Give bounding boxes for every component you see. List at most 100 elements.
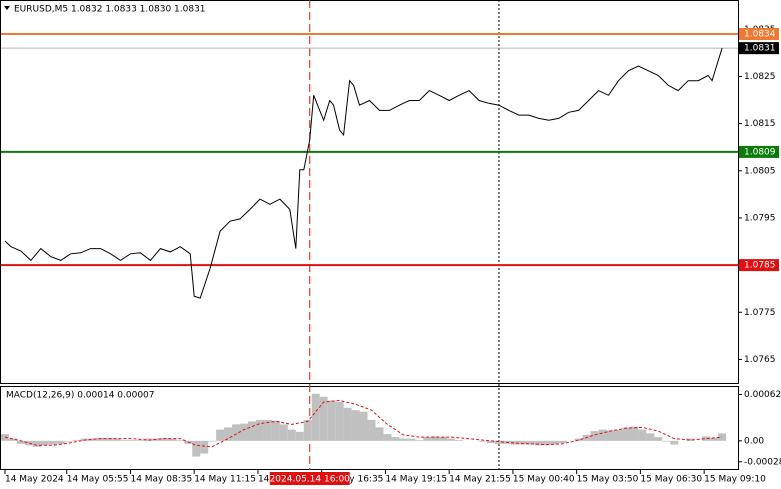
histogram-bar	[255, 419, 264, 441]
level-tag	[739, 28, 779, 41]
level-tag	[739, 145, 779, 158]
x-tick-label: 15 May 06:30	[640, 475, 702, 485]
histogram-bar	[510, 440, 519, 445]
x-tick-label: 14 May 21:55	[449, 475, 511, 485]
histogram-bar	[240, 423, 249, 441]
price-line	[4, 48, 723, 299]
histogram-bar	[550, 440, 559, 445]
histogram-bar	[200, 440, 209, 454]
x-tick-label: 14 May 11:15	[194, 475, 256, 485]
histogram-bar	[32, 440, 41, 447]
histogram-bar	[702, 436, 711, 441]
histogram-bar	[670, 440, 679, 445]
y-tick-label: 1.0805	[744, 166, 776, 176]
histogram-bar	[247, 421, 256, 441]
histogram-bar	[710, 437, 719, 441]
histogram-bar	[160, 437, 169, 441]
level-label: 1.0831	[744, 44, 776, 54]
histogram-bar	[136, 440, 145, 441]
y-tick-label: -0.00028	[744, 457, 781, 467]
histogram-bar	[232, 424, 241, 441]
histogram-bar	[56, 440, 65, 444]
histogram-bar	[104, 437, 113, 441]
histogram-bar	[48, 440, 57, 445]
histogram-bar	[64, 440, 73, 442]
x-tick-label: 14 May 16:35	[322, 475, 384, 485]
histogram-bar	[518, 440, 527, 445]
histogram-bar	[224, 427, 233, 441]
y-tick-label: 0.00	[744, 436, 764, 446]
histogram-bar	[534, 440, 543, 446]
histogram-bar	[335, 401, 344, 441]
y-tick-label: 1.0795	[744, 213, 776, 223]
histogram-bar	[176, 440, 185, 441]
x-tick-label: 15 May 00:40	[513, 475, 575, 485]
histogram-bar	[351, 410, 360, 441]
x-tick-label: 14 May 05:55	[67, 475, 129, 485]
cursor-label: 2024.05.14 16:00	[270, 475, 351, 485]
histogram-bar	[654, 437, 663, 441]
histogram-bar	[638, 429, 647, 441]
histogram-bar	[24, 440, 33, 446]
histogram-bar	[455, 440, 464, 441]
histogram-bar	[399, 438, 408, 441]
histogram-bar	[542, 440, 551, 446]
macd-title: MACD(12,26,9) 0.00014 0.00007	[6, 391, 155, 401]
cursor-tag	[269, 472, 350, 485]
x-tick-label: 15 May 09:10	[704, 475, 766, 485]
histogram-bar	[16, 440, 25, 444]
histogram-bar	[614, 429, 623, 441]
histogram-bar	[128, 440, 137, 441]
histogram-bar	[216, 429, 225, 441]
histogram-bar	[327, 400, 336, 441]
y-tick-label: 0.00062	[744, 390, 781, 400]
histogram-bar	[72, 440, 81, 441]
menu-icon	[4, 6, 10, 10]
histogram-bar	[263, 419, 272, 441]
level-label: 1.0809	[744, 147, 776, 157]
histogram-bar	[431, 436, 440, 441]
histogram-bar	[311, 393, 320, 441]
y-tick-label: 1.0825	[744, 72, 776, 82]
y-tick-label: 1.0775	[744, 308, 776, 318]
histogram-bar	[295, 431, 304, 441]
histogram-bar	[606, 430, 615, 441]
histogram-bar	[359, 411, 368, 441]
histogram-bar	[686, 438, 695, 441]
histogram-bar	[630, 426, 639, 441]
x-tick-label: 14 May 2024	[5, 475, 64, 485]
histogram-bar	[192, 440, 201, 457]
histogram-bar	[343, 407, 352, 441]
histogram-bar	[415, 440, 424, 441]
histogram-bar	[303, 419, 312, 441]
histogram-bar	[494, 440, 503, 444]
level-label: 1.0785	[744, 261, 776, 271]
histogram-bar	[88, 438, 97, 441]
histogram-bar	[487, 440, 496, 444]
histogram-bar	[271, 420, 280, 441]
histogram-bar	[590, 431, 599, 441]
histogram-bar	[447, 438, 456, 441]
histogram-bar	[646, 433, 655, 441]
x-tick-label: 14 May 08:35	[130, 475, 192, 485]
histogram-bar	[598, 429, 607, 441]
y-tick-label: 1.0815	[744, 119, 776, 129]
histogram-bar	[319, 396, 328, 441]
histogram-bar	[383, 434, 392, 441]
histogram-bar	[391, 437, 400, 441]
x-tick-label: 14 May 19:15	[385, 475, 447, 485]
histogram-bar	[279, 424, 288, 441]
signal-line	[4, 399, 723, 448]
level-label: 1.0834	[744, 30, 776, 40]
histogram-bar	[112, 438, 121, 441]
level-tag	[739, 259, 779, 272]
histogram-bar	[287, 429, 296, 441]
histogram-bar	[407, 438, 416, 441]
histogram-bar	[8, 438, 17, 441]
histogram-bar	[622, 427, 631, 441]
histogram-bar	[479, 440, 488, 442]
histogram-bar	[423, 437, 432, 441]
chart-title: EURUSD,M5 1.0832 1.0833 1.0830 1.0831	[14, 5, 206, 15]
histogram-bar	[168, 438, 177, 441]
